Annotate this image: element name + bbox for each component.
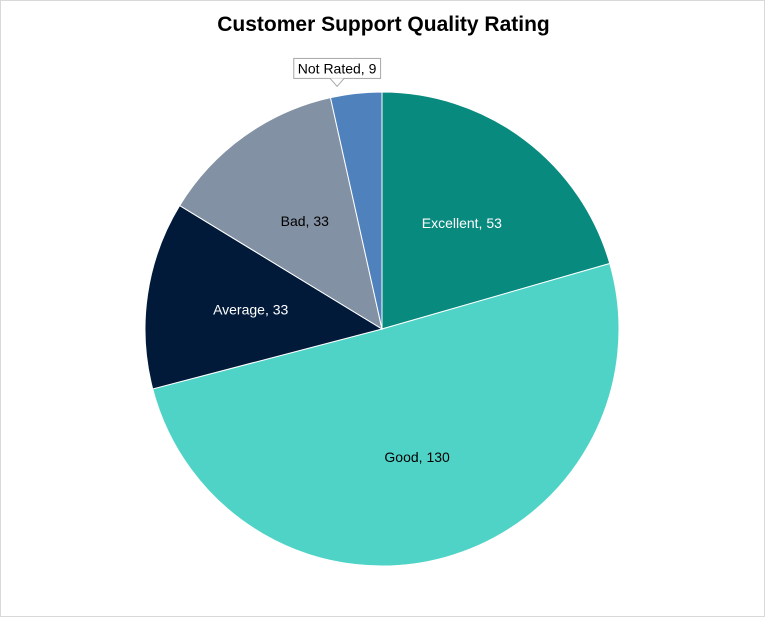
data-label-not-rated: Not Rated, 9 — [298, 60, 377, 76]
pie-slice-average — [144, 204, 384, 390]
callout-pointer-not-rated — [329, 78, 345, 88]
pie-slice-bad — [179, 97, 383, 331]
data-label-bad: Bad, 33 — [281, 213, 329, 229]
pie-slice-not-rated — [329, 91, 383, 330]
data-label-excellent: Excellent, 53 — [422, 215, 502, 231]
data-label-good: Good, 130 — [384, 449, 450, 465]
data-label-average: Average, 33 — [213, 302, 288, 318]
pie-slice-good — [152, 262, 620, 567]
pie-slice-excellent — [381, 91, 611, 330]
chart-title: Customer Support Quality Rating — [217, 13, 550, 36]
